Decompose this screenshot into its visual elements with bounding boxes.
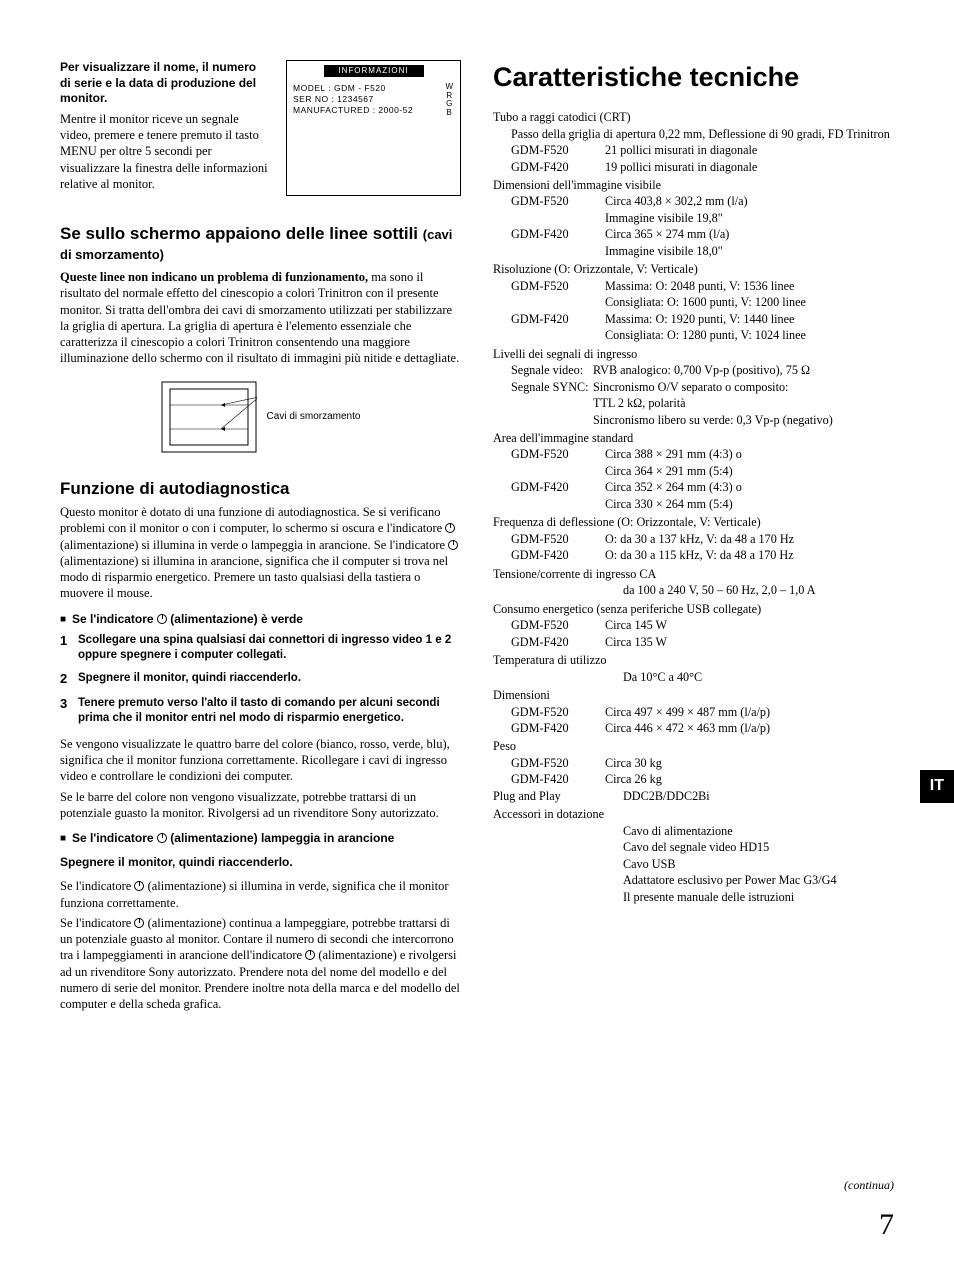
diag-para: Questo monitor è dotato di una funzione … xyxy=(60,504,461,602)
specs-title: Caratteristiche tecniche xyxy=(493,60,894,95)
power-icon xyxy=(157,833,167,843)
lines-heading: Se sullo schermo appaiono delle linee so… xyxy=(60,224,461,263)
lines-para: Queste linee non indicano un problema di… xyxy=(60,269,461,367)
info-serial: SER NO : 1234567 xyxy=(293,94,413,105)
green-indicator-head: ■ Se l'indicatore (alimentazione) è verd… xyxy=(60,612,461,628)
power-icon xyxy=(134,881,144,891)
continua-label: (continua) xyxy=(844,1178,894,1194)
info-card: INFORMAZIONI MODEL : GDM - F520 SER NO :… xyxy=(286,60,461,196)
green-para-2: Se le barre del colore non vengono visua… xyxy=(60,789,461,822)
language-tab: IT xyxy=(920,770,954,803)
power-icon xyxy=(448,540,458,550)
info-card-title: INFORMAZIONI xyxy=(324,65,424,77)
specs-block: Tubo a raggi catodici (CRT) Passo della … xyxy=(493,109,894,905)
step-2: 2Spegnere il monitor, quindi riaccenderl… xyxy=(60,671,461,688)
info-model: MODEL : GDM - F520 xyxy=(293,83,413,94)
top-heading: Per visualizzare il nome, il numero di s… xyxy=(60,60,268,107)
power-icon xyxy=(305,950,315,960)
orange-bold: Spegnere il monitor, quindi riaccenderlo… xyxy=(60,855,461,871)
page-number: 7 xyxy=(879,1205,894,1244)
orange-para-1: Se l'indicatore (alimentazione) si illum… xyxy=(60,878,461,911)
power-icon xyxy=(445,523,455,533)
step-3: 3Tenere premuto verso l'alto il tasto di… xyxy=(60,696,461,726)
info-mfd: MANUFACTURED : 2000-52 xyxy=(293,105,413,116)
diag-heading: Funzione di autodiagnostica xyxy=(60,479,461,499)
green-para-1: Se vengono visualizzate le quattro barre… xyxy=(60,736,461,785)
step-1: 1Scollegare una spina qualsiasi dai conn… xyxy=(60,633,461,663)
damper-label: Cavi di smorzamento xyxy=(267,411,361,423)
power-icon xyxy=(134,918,144,928)
orange-indicator-head: ■ Se l'indicatore (alimentazione) lampeg… xyxy=(60,831,461,847)
orange-para-2: Se l'indicatore (alimentazione) continua… xyxy=(60,915,461,1013)
damper-figure: Cavi di smorzamento xyxy=(60,381,461,453)
info-b: B xyxy=(445,109,454,117)
top-para: Mentre il monitor riceve un segnale vide… xyxy=(60,111,268,192)
power-icon xyxy=(157,614,167,624)
